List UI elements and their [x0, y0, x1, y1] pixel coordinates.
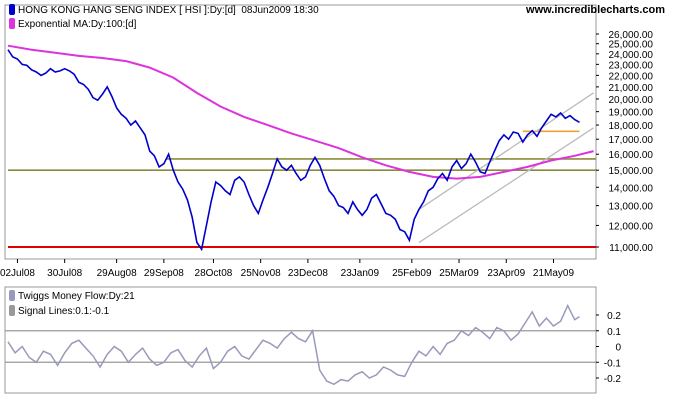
price-x-tick-label: 30Jul08: [47, 268, 82, 279]
price-legend-label: HONG KONG HANG SENG INDEX [ HSI ]:Dy:[d]…: [18, 5, 319, 16]
indicator-y-tick-label: -0.1: [604, 358, 622, 369]
watermark: www.incrediblecharts.com: [525, 4, 665, 16]
indicator-y-tick-label: 0: [615, 343, 621, 354]
indicator-y-tick-label: 0.2: [607, 311, 621, 322]
price-y-tick-label: 13,000.00: [609, 202, 654, 213]
price-x-tick-label: 21May09: [533, 268, 575, 279]
price-x-tick-label: 28Oct08: [195, 268, 233, 279]
price-x-tick-label: 29Sep08: [144, 268, 184, 279]
price-y-tick-label: 17,000.00: [609, 135, 654, 146]
price-y-tick-label: 12,000.00: [609, 221, 654, 232]
price-y-tick-label: 14,000.00: [609, 183, 654, 194]
price-y-tick-label: 20,000.00: [609, 95, 654, 106]
price-y-tick-label: 15,000.00: [609, 166, 654, 177]
price-trend-lines: [418, 92, 594, 244]
twiggs-money-flow-line: [7, 303, 580, 386]
price-x-tick-label: 25Mar09: [439, 268, 479, 279]
price-x-axis: 02Jul08 30Jul08 29Aug08 29Sep08 28Oct08 25Nov…: [0, 259, 574, 279]
price-y-tick-label: 16,000.00: [609, 150, 654, 161]
price-x-tick-label: 02Jul08: [0, 268, 35, 279]
price-legend-swatch: [9, 4, 15, 15]
price-y-tick-label: 26,000.00: [609, 30, 654, 41]
ema-legend-label: Exponential MA:Dy:100:[d]: [18, 19, 137, 30]
price-x-tick-label: 29Aug08: [97, 268, 137, 279]
price-y-axis: 26,000.0025,000.0024,000.0023,000.0022,0…: [596, 30, 653, 254]
tmf-legend-swatch: [9, 290, 15, 301]
indicator-panel-frame: [4, 286, 597, 394]
price-panel-frame: [4, 4, 597, 260]
price-x-tick-label: 23Jan09: [341, 268, 380, 279]
channel-upper-line: [418, 92, 594, 211]
price-horizontal-lines: [8, 130, 596, 248]
price-y-tick-label: 24,000.00: [609, 50, 654, 61]
price-y-tick-label: 22,000.00: [609, 71, 654, 82]
indicator-y-tick-label: 0.1: [607, 327, 621, 338]
signal-legend-swatch: [9, 305, 15, 316]
price-x-tick-label: 25Feb09: [392, 268, 432, 279]
signal-legend-label: Signal Lines:0.1:-0.1: [18, 306, 110, 317]
tmf-legend-label: Twiggs Money Flow:Dy:21: [18, 291, 135, 302]
channel-lower-line: [418, 127, 594, 244]
price-y-tick-label: 11,000.00: [609, 243, 653, 254]
ema-legend-swatch: [9, 18, 15, 29]
indicator-y-tick-label: -0.2: [604, 374, 622, 385]
price-y-tick-label: 25,000.00: [609, 40, 654, 51]
price-y-tick-label: 21,000.00: [609, 83, 654, 94]
indicator-y-axis: 0.2 0.1 0 -0.1 -0.2: [596, 311, 621, 385]
ema-100-line: [7, 44, 594, 180]
price-x-tick-label: 23Dec08: [288, 268, 328, 279]
price-y-tick-label: 23,000.00: [609, 60, 654, 71]
price-y-tick-label: 18,000.00: [609, 121, 654, 132]
hsi-price-line: [7, 49, 580, 252]
price-x-tick-label: 25Nov08: [241, 268, 281, 279]
price-x-tick-label: 23Apr09: [487, 268, 525, 279]
price-y-tick-label: 19,000.00: [609, 108, 654, 119]
